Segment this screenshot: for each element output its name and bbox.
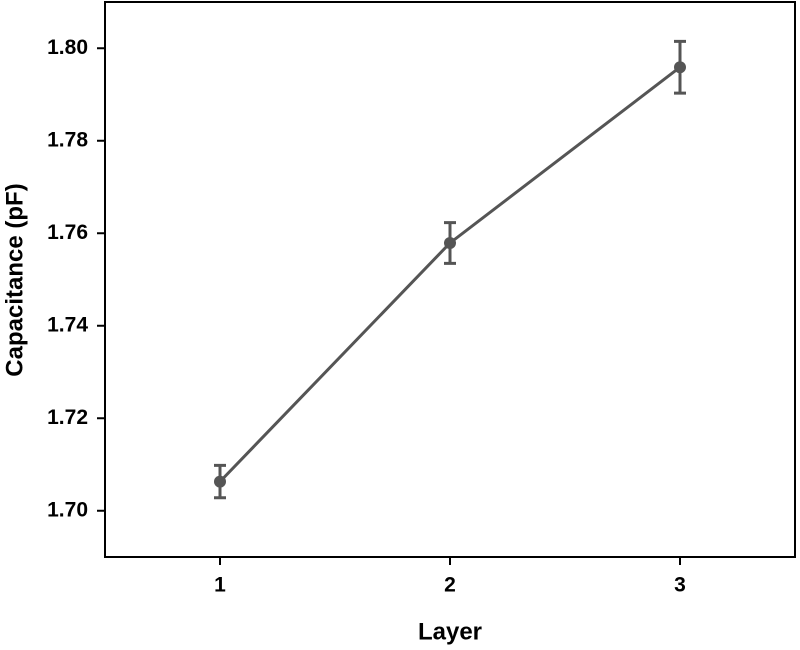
data-point — [444, 236, 456, 249]
y-tick-label: 1.78 — [47, 128, 88, 151]
data-line — [218, 66, 681, 483]
x-tick-label: 3 — [674, 574, 686, 597]
x-tick-label: 1 — [214, 574, 226, 597]
y-tick-label: 1.72 — [47, 406, 88, 429]
y-tick-label: 1.80 — [47, 36, 88, 59]
x-tick-label: 2 — [444, 574, 456, 597]
y-tick-label: 1.74 — [47, 313, 88, 336]
y-tick-label: 1.70 — [47, 498, 88, 521]
data-point — [674, 61, 686, 74]
plot-frame — [104, 1, 796, 558]
y-tick-label: 1.76 — [47, 221, 88, 244]
x-axis-label: Layer — [418, 618, 482, 645]
data-point — [214, 475, 226, 488]
y-axis-label: Capacitance (pF) — [1, 183, 28, 376]
